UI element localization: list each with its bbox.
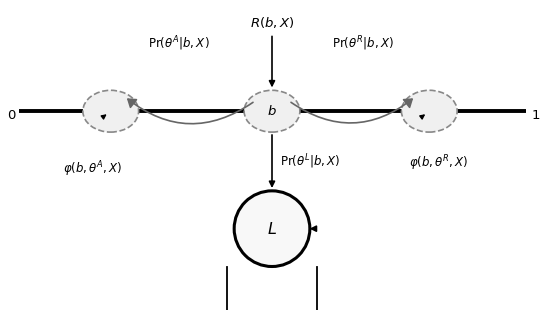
FancyArrowPatch shape	[128, 99, 253, 124]
Text: 1: 1	[531, 109, 540, 122]
Ellipse shape	[83, 90, 138, 132]
Ellipse shape	[244, 90, 300, 132]
Text: $R(b,X)$: $R(b,X)$	[250, 15, 294, 30]
Ellipse shape	[402, 90, 457, 132]
Text: $\mathrm{Pr}(\theta^R|b,X)$: $\mathrm{Pr}(\theta^R|b,X)$	[332, 35, 394, 53]
Text: $L$: $L$	[267, 221, 277, 237]
Text: $\varphi(b,\theta^A,X)$: $\varphi(b,\theta^A,X)$	[63, 159, 123, 179]
Text: $\varphi(b,\theta^R,X)$: $\varphi(b,\theta^R,X)$	[409, 153, 469, 173]
Text: $\mathrm{Pr}(\theta^A|b,X)$: $\mathrm{Pr}(\theta^A|b,X)$	[148, 35, 209, 53]
FancyArrowPatch shape	[291, 99, 412, 123]
Text: $b$: $b$	[267, 104, 277, 118]
Text: 0: 0	[7, 109, 15, 122]
Circle shape	[234, 191, 310, 267]
Text: $\mathrm{Pr}(\theta^L|b,X)$: $\mathrm{Pr}(\theta^L|b,X)$	[280, 152, 341, 171]
